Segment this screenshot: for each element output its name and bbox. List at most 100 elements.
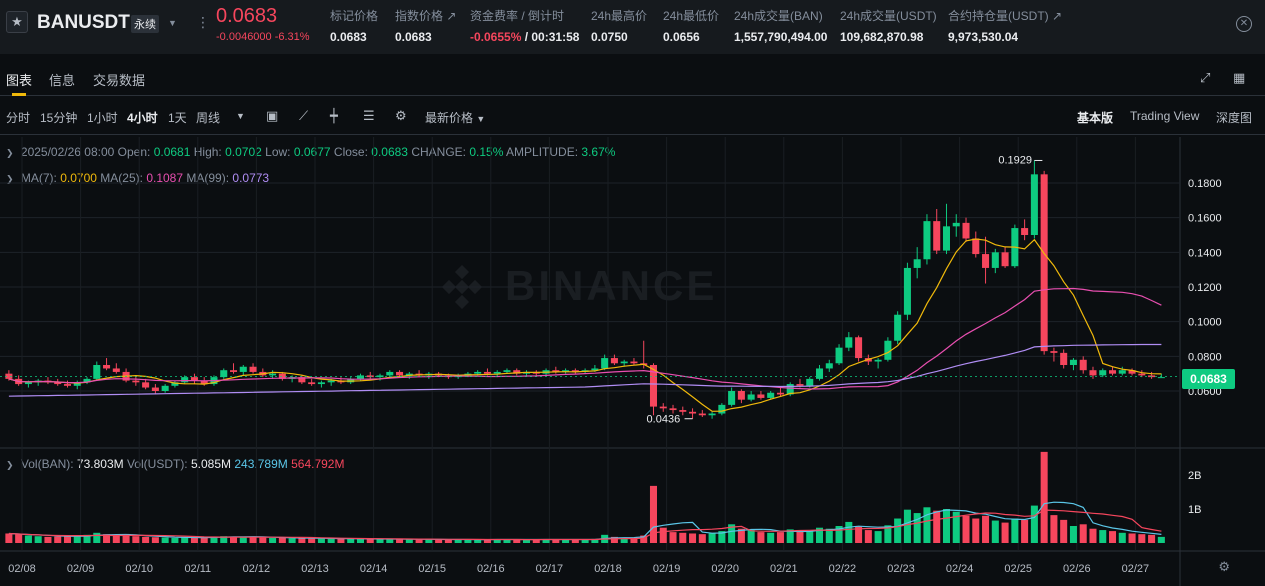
volume-bar [1109, 531, 1117, 543]
interval-1d[interactable]: 1天 [168, 111, 187, 125]
stat-open-interest[interactable]: 合约持仓量(USDT) ↗ 9,973,530.04 [948, 7, 1062, 44]
date-tick-label: 02/24 [946, 563, 974, 575]
candle-body [894, 314, 902, 341]
stat-label: 24h成交量(USDT) [840, 9, 937, 23]
volume-bar [1011, 518, 1019, 543]
layout-grid-icon[interactable]: ▦ [1233, 70, 1246, 85]
volume-bar [689, 533, 697, 543]
tab-trading-data[interactable]: 交易数据 [93, 73, 146, 88]
price-tick-label: 0.1400 [1188, 247, 1222, 259]
interval-15m[interactable]: 15分钟 [40, 111, 78, 125]
interval-more-chevron-icon[interactable]: ▼ [236, 111, 245, 121]
volume-bar [239, 536, 247, 543]
volume-bar [786, 529, 794, 543]
tab-chart[interactable]: 图表 [6, 73, 33, 88]
high-marker-label: 0.1929 [998, 154, 1032, 166]
ticker-header: ★ BANUSDT 永续 ▼ ⋮ 0.0683 -0.0046000 -6.31… [0, 0, 1265, 54]
date-tick-label: 02/12 [243, 563, 271, 575]
amplitude-label: AMPLITUDE: [506, 145, 579, 159]
candle-body [610, 358, 618, 364]
candle-body [83, 378, 91, 383]
volume-bar [34, 536, 42, 543]
view-basic[interactable]: 基本版 [1077, 111, 1114, 125]
candle-body [923, 221, 931, 260]
interval-4h[interactable]: 4小时 [127, 111, 158, 125]
volume-bar [200, 537, 208, 543]
candle-body [142, 382, 150, 388]
drawing-tools-icon[interactable]: ☰ [363, 108, 375, 123]
high-label: High: [193, 145, 222, 159]
volume-bar [933, 510, 941, 543]
expand-icon[interactable]: ⤢ [1200, 70, 1211, 85]
stat-24h-low: 24h最低价 0.0656 [663, 7, 719, 44]
volume-bar [698, 534, 706, 543]
candle-body [63, 384, 71, 386]
volume-bar [669, 532, 677, 543]
candle-body [601, 358, 609, 369]
candlestick-chart[interactable]: 0.1800 0.1600 0.1400 0.1200 0.1000 0.0800 0.06… [0, 137, 1265, 586]
volume-bar [1099, 530, 1107, 543]
candle-body [1050, 351, 1058, 353]
chevron-down-icon[interactable]: ▼ [168, 18, 177, 28]
view-depth[interactable]: 深度图 [1216, 111, 1253, 125]
volume-bar [308, 538, 316, 543]
volume-bar [903, 509, 911, 543]
price-type-select[interactable]: 最新价格 ▼ [425, 109, 485, 126]
funding-rate-value: -0.0655% [470, 30, 522, 44]
calendar-icon[interactable]: ▣ [266, 108, 279, 123]
volume-tick-label: 2B [1188, 470, 1201, 482]
candle-body [93, 365, 101, 379]
candle-body [806, 378, 814, 386]
open-value: 0.0681 [153, 145, 191, 159]
candle-type-icon[interactable]: ┿ [330, 108, 338, 123]
stat-value: 0.0683 [330, 30, 367, 44]
candle-body [982, 254, 990, 268]
volume-bar [386, 538, 394, 543]
volume-bar [181, 537, 189, 543]
candle-body [620, 361, 628, 364]
close-icon[interactable]: ✕ [1236, 16, 1252, 32]
candle-body [405, 373, 413, 376]
view-tradingview[interactable]: Trading View [1130, 109, 1200, 123]
current-price-tag: 0.0683 [1182, 369, 1235, 389]
indicator-icon[interactable]: ⟋ [299, 108, 309, 123]
symbol-name[interactable]: BANUSDT [37, 12, 130, 33]
candle-date: 2025/02/26 08:00 [20, 145, 115, 159]
volume-bar [269, 537, 277, 543]
favorite-star-icon[interactable]: ★ [6, 11, 28, 33]
volume-bar [708, 533, 716, 543]
candle-body [884, 340, 892, 360]
stat-24h-volume-ban: 24h成交量(BAN) 1,557,790,494.00 [734, 7, 827, 44]
candle-body [161, 385, 169, 391]
change-label: CHANGE: [411, 145, 466, 159]
candle-body [1030, 174, 1038, 235]
volume-tick-label: 1B [1188, 504, 1201, 516]
price-tick-label: 0.1000 [1188, 317, 1222, 329]
interval-1h[interactable]: 1小时 [87, 111, 118, 125]
interval-line[interactable]: 分时 [6, 111, 31, 125]
tab-info[interactable]: 信息 [49, 73, 76, 88]
volume-bar [552, 539, 560, 543]
collapse-caret-icon[interactable]: ❯ [6, 174, 14, 184]
stat-value: 109,682,870.98 [840, 30, 924, 44]
interval-1w[interactable]: 周线 [196, 111, 221, 125]
volume-bar [435, 539, 443, 543]
gear-icon[interactable]: ⚙ [395, 108, 407, 123]
collapse-caret-icon[interactable]: ❯ [6, 148, 14, 158]
candle-body [757, 394, 765, 398]
candle-body [327, 380, 335, 383]
stat-label: 资金费率 / 倒计时 [470, 9, 565, 23]
candle-body [103, 365, 111, 369]
volume-bar [493, 539, 501, 543]
volume-bar [649, 485, 657, 543]
date-tick-label: 02/25 [1004, 563, 1032, 575]
volume-bar [747, 530, 755, 543]
candle-body [874, 359, 882, 362]
volume-bar [962, 515, 970, 543]
volume-bar [444, 539, 452, 543]
volume-bar [835, 526, 843, 543]
stat-index-price[interactable]: 指数价格 ↗ 0.0683 [395, 7, 456, 44]
more-dots-icon[interactable]: ⋮ [196, 14, 210, 30]
collapse-caret-icon[interactable]: ❯ [6, 460, 14, 470]
chart-settings-icon[interactable]: ⚙ [1218, 559, 1230, 574]
